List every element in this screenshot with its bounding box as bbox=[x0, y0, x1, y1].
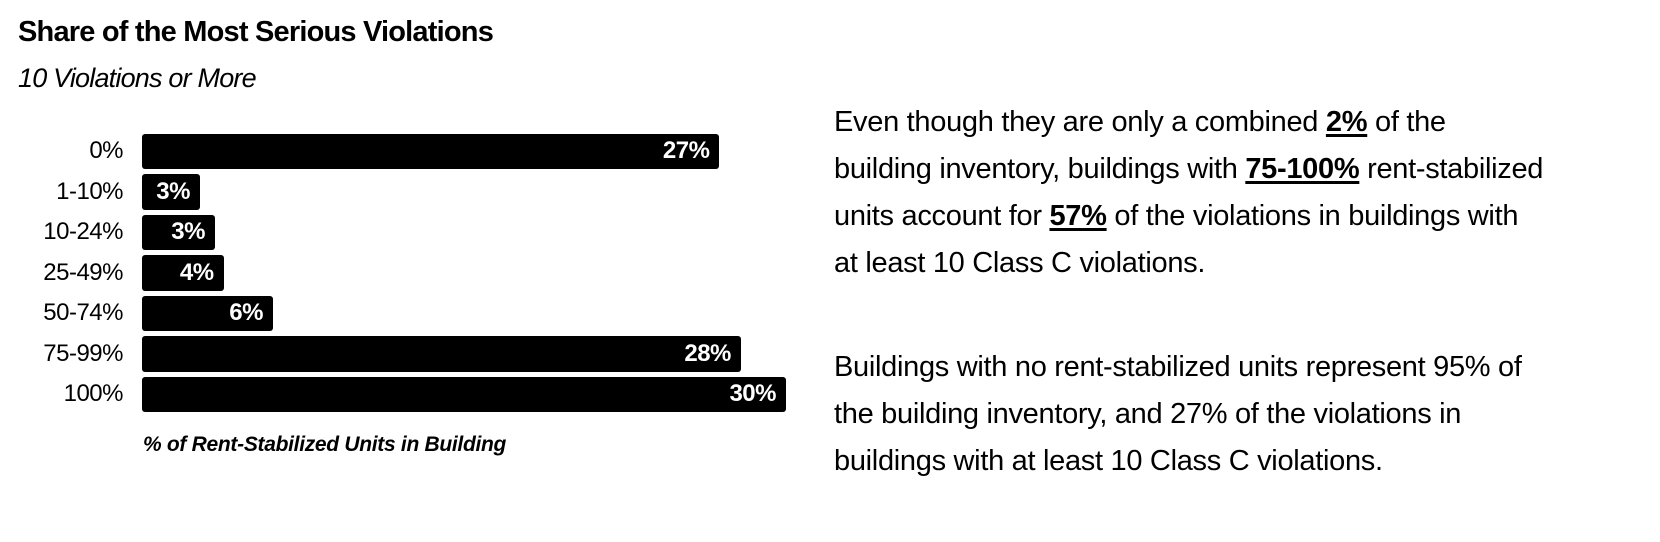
bar: 28% bbox=[142, 336, 741, 372]
bar: 30% bbox=[142, 376, 786, 412]
chart-title: Share of the Most Serious Violations bbox=[18, 16, 494, 48]
bar-category-label: 0% bbox=[89, 137, 123, 165]
bar: 27% bbox=[142, 133, 720, 169]
bar-chart: 0% 27% 1-10% 3% 10-24% 3% 25-49% 4% bbox=[0, 131, 800, 415]
bar-value-label: 4% bbox=[179, 258, 214, 286]
bar-value-label: 6% bbox=[229, 299, 263, 327]
bar: 4% bbox=[142, 255, 224, 291]
bar-track: 4% bbox=[142, 255, 800, 291]
bar-row: 100% 30% bbox=[0, 374, 800, 415]
text-segment: rent-stabilized units account for bbox=[834, 153, 1544, 232]
bar-track: 30% bbox=[142, 376, 800, 412]
bar-row: 1-10% 3% bbox=[0, 172, 800, 213]
bar: 3% bbox=[142, 214, 215, 250]
bar-value-label: 3% bbox=[156, 177, 190, 205]
bar-row: 10-24% 3% bbox=[0, 212, 800, 253]
text-segment: Even though they are only a combined bbox=[834, 106, 1326, 138]
bar-category-label: 25-49% bbox=[43, 258, 123, 286]
emphasized-stat: 57% bbox=[1049, 200, 1107, 232]
bar-value-label: 3% bbox=[171, 218, 205, 246]
bar-value-label: 27% bbox=[662, 137, 710, 165]
bar-track: 6% bbox=[142, 295, 800, 331]
bar-category-label: 75-99% bbox=[43, 339, 123, 367]
bar-value-label: 30% bbox=[729, 380, 776, 408]
bar-category-label: 100% bbox=[63, 380, 124, 408]
bar-track: 3% bbox=[142, 214, 800, 250]
bar-row: 25-49% 4% bbox=[0, 253, 800, 294]
chart-subtitle: 10 Violations or More bbox=[18, 63, 257, 93]
emphasized-stat: 2% bbox=[1325, 106, 1368, 138]
bar-category-label: 1-10% bbox=[56, 177, 123, 205]
bar-category-label: 50-74% bbox=[43, 299, 123, 327]
bar-category-label: 10-24% bbox=[43, 218, 123, 246]
bar-track: 3% bbox=[142, 174, 800, 210]
bar-row: 75-99% 28% bbox=[0, 334, 800, 375]
text-segment: of the building inventory, buildings wit… bbox=[834, 106, 1446, 185]
text-segment: Buildings with no rent-stabilized units … bbox=[834, 351, 1522, 477]
bar-value-label: 28% bbox=[684, 339, 731, 367]
commentary-panel: Even though they are only a combined 2% … bbox=[834, 99, 1546, 542]
text-segment: of the violations in buildings with at l… bbox=[834, 200, 1519, 279]
bar-row: 0% 27% bbox=[0, 131, 800, 172]
bar-track: 27% bbox=[142, 133, 800, 169]
bar: 3% bbox=[142, 174, 200, 210]
emphasized-stat: 75-100% bbox=[1245, 153, 1360, 185]
x-axis-caption: % of Rent-Stabilized Units in Building bbox=[143, 433, 507, 456]
bar-row: 50-74% 6% bbox=[0, 293, 800, 334]
commentary-paragraph-2: Buildings with no rent-stabilized units … bbox=[834, 344, 1546, 485]
bar: 6% bbox=[142, 295, 273, 331]
commentary-paragraph-1: Even though they are only a combined 2% … bbox=[834, 99, 1546, 287]
bar-track: 28% bbox=[142, 336, 800, 372]
